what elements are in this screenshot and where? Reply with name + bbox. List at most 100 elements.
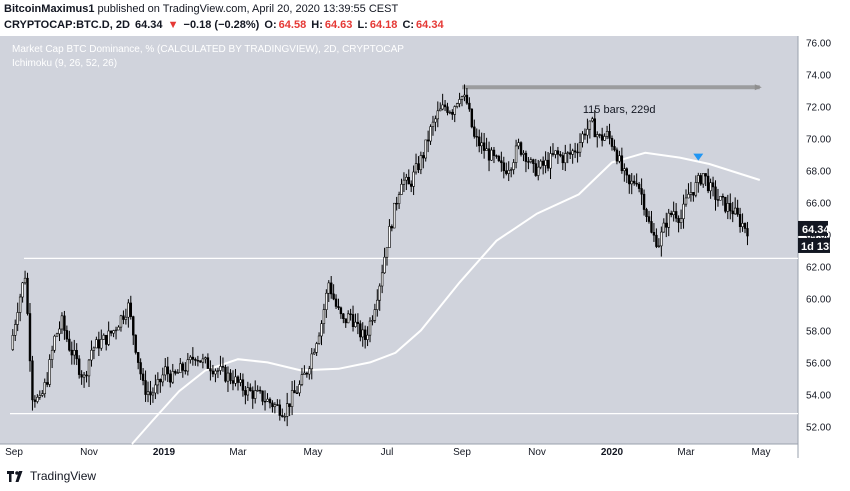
candle-body (23, 277, 27, 284)
candle-body (11, 335, 14, 350)
candle-body (453, 106, 456, 115)
candle-body (310, 353, 313, 370)
candle-body (665, 222, 668, 228)
candle-body (588, 120, 592, 130)
candle-body (18, 296, 22, 313)
candle-body (657, 245, 661, 247)
candle-body (409, 183, 413, 187)
candle-body (354, 321, 357, 327)
symbol-label: CRYPTOCAP:BTC.D, 2D (4, 19, 130, 31)
candle-body (261, 390, 264, 402)
candle-body (583, 133, 587, 136)
candle-body (738, 214, 742, 227)
chart-area[interactable]: Market Cap BTC Dominance, % (CALCULATED … (0, 36, 850, 458)
candle-body (48, 359, 51, 385)
candle-body (487, 148, 491, 161)
candle-body (610, 138, 614, 147)
candle-body (53, 335, 56, 351)
candle-body (446, 106, 449, 113)
candle-body (303, 372, 306, 375)
candle-body (402, 179, 406, 185)
candle-body (424, 139, 427, 159)
time-tick-label: Nov (528, 447, 546, 458)
candle-body (623, 168, 626, 172)
plot-background (0, 36, 798, 444)
candle-body (615, 149, 619, 162)
candle-body (422, 155, 425, 159)
candle-body (448, 111, 452, 114)
candle-body (85, 374, 88, 377)
candle-body (176, 372, 179, 374)
candle-body (100, 338, 103, 349)
candle-body (263, 400, 267, 403)
candle-body (109, 330, 113, 334)
price-tick-label: 54.00 (806, 390, 831, 401)
candle-body (146, 391, 150, 395)
author-name[interactable]: BitcoinMaximus1 (4, 3, 95, 15)
candle-body (231, 380, 235, 384)
candle-body (669, 212, 673, 216)
low-value: 64.18 (369, 19, 398, 31)
date-range-measure[interactable]: 115 bars, 229d (462, 84, 762, 116)
candle-body (371, 319, 374, 322)
candle-body (706, 175, 710, 192)
candle-body (55, 333, 59, 337)
time-tick-label: Mar (229, 447, 247, 458)
candle-body (492, 149, 496, 156)
candle-body (290, 390, 294, 407)
candle-body (741, 223, 744, 227)
candle-body (591, 118, 594, 122)
candle-body (134, 334, 137, 353)
candle-body (58, 328, 61, 335)
time-tick-label: May (304, 447, 323, 458)
candle-body (334, 298, 338, 307)
candle-body (229, 372, 232, 381)
candle-body (544, 159, 547, 166)
candle-body (114, 329, 118, 332)
candle-body (65, 330, 69, 340)
candle-body (692, 192, 695, 196)
candle-body (184, 370, 187, 372)
candle-body (729, 203, 732, 212)
candle-body (522, 152, 525, 155)
candle-body (266, 398, 269, 402)
candle-body (426, 139, 430, 142)
publish-date: published on TradingView.com, April 20, … (97, 3, 399, 15)
price-tick-label: 74.00 (806, 70, 831, 81)
price-chart[interactable]: Market Cap BTC Dominance, % (CALCULATED … (0, 36, 850, 458)
candle-body (368, 320, 372, 336)
candle-body (359, 323, 362, 338)
candle-body (204, 357, 207, 360)
candle-body (662, 222, 666, 233)
candle-body (276, 404, 279, 406)
candle-body (709, 182, 712, 192)
brand-name[interactable]: TradingView (30, 469, 97, 483)
candle-body (711, 182, 715, 188)
tradingview-logo-icon[interactable] (6, 468, 26, 484)
candle-body (164, 366, 167, 376)
candle-body (505, 170, 508, 174)
candle-body (129, 302, 133, 317)
close-label: C: (402, 19, 415, 31)
low-label: L: (357, 19, 368, 31)
candle-body (273, 404, 277, 408)
candle-body (346, 313, 350, 324)
candle-body (271, 402, 274, 408)
high-label: H: (311, 19, 323, 31)
close-value: 64.34 (416, 19, 444, 31)
candle-body (559, 154, 562, 156)
candle-body (451, 111, 454, 115)
candle-body (716, 199, 720, 201)
range-label: 115 bars, 229d (583, 104, 656, 116)
candle-body (356, 321, 360, 324)
candle-body (41, 393, 44, 396)
candle-body (650, 221, 653, 233)
candle-body (132, 316, 135, 336)
candle-body (475, 136, 478, 138)
candle-body (251, 390, 254, 399)
candle-body (339, 307, 343, 315)
candle-body (332, 293, 335, 300)
candle-body (581, 133, 584, 143)
price-change: −0.18 (−0.28%) (183, 19, 260, 31)
time-axis[interactable]: Sep Nov 2019 Mar May Jul Sep Nov 2020 Mar May (0, 443, 798, 458)
